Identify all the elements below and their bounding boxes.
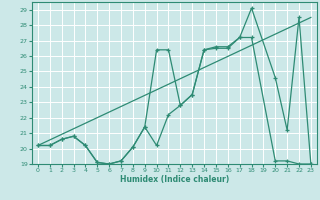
X-axis label: Humidex (Indice chaleur): Humidex (Indice chaleur) bbox=[120, 175, 229, 184]
